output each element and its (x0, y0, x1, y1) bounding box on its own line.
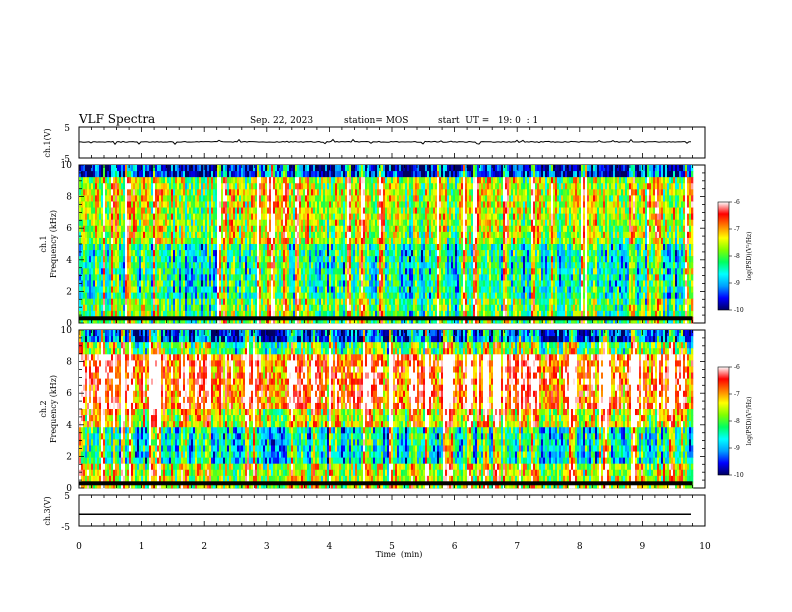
y-tick-label: 0 (66, 484, 72, 494)
colorbar-tick-label: -6 (734, 364, 740, 371)
ch1-waveform-ylabel: ch.1(V) (43, 128, 52, 157)
colorbar-tick-label: -7 (734, 391, 740, 398)
x-tick-label: 4 (327, 542, 333, 552)
x-tick-label: 3 (264, 542, 270, 552)
colorbar-label: log(PSD)(V²/Hz) (746, 232, 753, 281)
colorbar-tick-label: -10 (734, 472, 744, 479)
y-tick-label: 2 (66, 287, 72, 297)
y-tick-label: 4 (66, 421, 72, 431)
header-date: Sep. 22, 2023 (250, 116, 313, 126)
colorbar-tick-label: -10 (734, 307, 744, 314)
y-tick-label: 2 (66, 452, 72, 462)
header-start-time: start UT = 19: 0 : 1 (438, 116, 538, 126)
ch2-spectrogram-image (79, 330, 694, 489)
y-tick-label: 6 (66, 389, 72, 399)
header-station: station= MOS (344, 116, 408, 126)
x-tick-label: 6 (452, 542, 458, 552)
y-tick-label: 10 (61, 326, 73, 336)
colorbar-tick-label: -8 (734, 418, 740, 425)
colorbars: -6 -7 -8 -9 -10 log(PSD)(V²/Hz) -6 -7 -8 -9 -10 log… (717, 199, 753, 479)
x-tick-label: 8 (577, 542, 583, 552)
colorbar-label: log(PSD)(V²/Hz) (746, 397, 753, 446)
x-axis-label: Time (min) (376, 550, 423, 559)
x-tick-labels: 0 1 2 3 4 5 6 7 8 9 10 (76, 542, 711, 552)
axis-ticks (78, 127, 706, 526)
y-tick-label: 0 (66, 319, 72, 329)
y-tick-label: 8 (66, 193, 72, 203)
x-tick-label: 1 (139, 542, 145, 552)
ch1-spectrogram-image (79, 165, 694, 324)
ch2-spectrogram-ylabel-channel: ch.2 (39, 400, 48, 417)
figure-title: VLF Spectra (78, 112, 155, 126)
colorbar-gradient (717, 201, 730, 311)
ch3-waveform-ylabel: ch.3(V) (43, 496, 52, 525)
y-tick-label: 8 (66, 358, 72, 368)
colorbar-tick-label: -7 (734, 226, 740, 233)
ch1-waveform-trace (79, 138, 692, 146)
y-tick-label: -5 (61, 523, 70, 533)
colorbar-tick-label: -9 (734, 280, 740, 287)
y-tick-label: 5 (64, 492, 70, 502)
ch1-spectrogram-ylabel-channel: ch.1 (39, 235, 48, 252)
y-tick-label: 4 (66, 256, 72, 266)
x-tick-label: 5 (389, 542, 395, 552)
colorbar-tick-label: -8 (734, 253, 740, 260)
x-tick-label: 2 (201, 542, 207, 552)
ch1-spectrogram-ylabel-frequency: Frequency (kHz) (49, 210, 58, 278)
x-tick-label: 7 (514, 542, 520, 552)
y-tick-label: 5 (64, 124, 70, 134)
x-tick-label: 0 (76, 542, 82, 552)
x-tick-label: 9 (640, 542, 646, 552)
colorbar-tick-label: -9 (734, 445, 740, 452)
ch2-spectrogram-ylabel-frequency: Frequency (kHz) (49, 375, 58, 443)
y-tick-label: -5 (61, 155, 70, 165)
colorbar-tick-label: -6 (734, 199, 740, 206)
y-tick-label: 10 (61, 161, 73, 171)
colorbar-gradient (717, 366, 730, 476)
y-tick-label: 6 (66, 224, 72, 234)
x-tick-label: 10 (699, 542, 711, 552)
